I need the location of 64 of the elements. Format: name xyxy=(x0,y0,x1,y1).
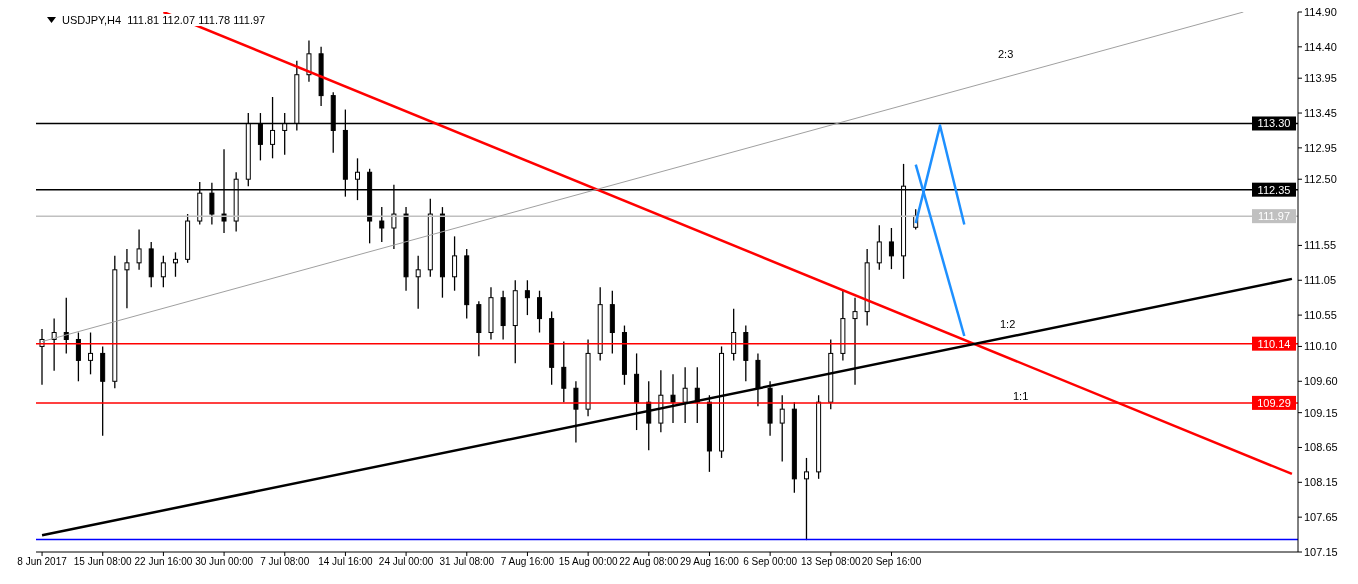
candlestick xyxy=(573,380,579,444)
candlestick xyxy=(888,227,894,270)
candlestick xyxy=(75,331,81,382)
y-tick-label: 113.45 xyxy=(1304,106,1337,119)
y-tick-label: 107.15 xyxy=(1304,545,1338,558)
y-tick-label: 112.95 xyxy=(1304,141,1337,154)
x-tick-label: 22 Jun 16:00 xyxy=(134,556,193,568)
x-tick-label: 20 Sep 16:00 xyxy=(861,556,922,568)
candlestick xyxy=(731,308,737,362)
ref-line-label: 113.30 xyxy=(1257,117,1291,130)
x-tick-label: 14 Jul 16:00 xyxy=(318,556,374,568)
candlestick xyxy=(160,255,166,288)
candlestick xyxy=(51,317,57,372)
candlestick xyxy=(39,328,45,386)
candlestick xyxy=(136,228,142,271)
ref-line-label: 109.29 xyxy=(1257,396,1291,409)
candlestick xyxy=(88,331,94,375)
candlestick xyxy=(537,290,543,334)
candlestick xyxy=(124,248,130,309)
ref-line-label: 112.35 xyxy=(1257,183,1291,196)
x-tick-label: 7 Jul 08:00 xyxy=(260,556,310,568)
annotation: 1:2 xyxy=(1000,318,1016,330)
annotation: 1:1 xyxy=(1013,390,1029,402)
x-tick-label: 24 Jul 00:00 xyxy=(378,556,434,568)
y-tick-label: 108.65 xyxy=(1304,441,1338,454)
y-tick-label: 108.15 xyxy=(1304,476,1338,489)
candlestick xyxy=(452,235,458,292)
y-tick-label: 109.15 xyxy=(1304,406,1338,419)
candlestick xyxy=(172,251,178,278)
y-tick-label: 107.65 xyxy=(1304,511,1338,524)
x-tick-label: 7 Aug 16:00 xyxy=(500,556,555,568)
y-tick-label: 113.95 xyxy=(1304,72,1337,85)
candlestick xyxy=(670,373,676,424)
y-tick-label: 110.55 xyxy=(1304,309,1337,321)
x-tick-label: 15 Aug 00:00 xyxy=(558,556,619,568)
x-tick-label: 15 Jun 08:00 xyxy=(73,556,133,568)
candlestick xyxy=(803,457,809,541)
candlestick xyxy=(561,340,567,403)
x-tick-label: 8 Jun 2017 xyxy=(17,556,68,568)
y-tick-label: 110.10 xyxy=(1304,340,1337,353)
candlestick xyxy=(876,224,882,271)
x-tick-label: 6 Sep 00:00 xyxy=(743,556,798,568)
ref-line-label: 110.14 xyxy=(1257,337,1291,350)
candlestick xyxy=(779,394,785,463)
y-tick-label: 112.50 xyxy=(1304,173,1337,186)
y-tick-label: 111.55 xyxy=(1304,239,1337,252)
candlestick xyxy=(306,39,312,83)
x-tick-label: 29 Aug 16:00 xyxy=(679,556,740,568)
candlestick xyxy=(415,255,421,310)
x-tick-label: 22 Aug 08:00 xyxy=(619,556,679,568)
candlestick xyxy=(379,206,385,243)
y-tick-label: 111.05 xyxy=(1304,274,1337,287)
chart-title: USDJPY,H4 111.81 112.07 111.78 111.97 xyxy=(62,14,266,26)
ref-line-label: 111.97 xyxy=(1257,210,1291,223)
candlestick xyxy=(524,279,530,316)
x-tick-label: 31 Jul 08:00 xyxy=(439,556,495,568)
x-tick-label: 30 Jun 00:00 xyxy=(195,556,254,568)
y-tick-label: 109.60 xyxy=(1304,375,1338,388)
y-tick-label: 114.90 xyxy=(1304,5,1337,18)
x-tick-label: 13 Sep 08:00 xyxy=(801,556,861,568)
y-tick-label: 114.40 xyxy=(1304,40,1337,53)
annotation: 2:3 xyxy=(998,48,1014,60)
candlestick xyxy=(682,366,688,424)
candlestick xyxy=(852,297,858,386)
